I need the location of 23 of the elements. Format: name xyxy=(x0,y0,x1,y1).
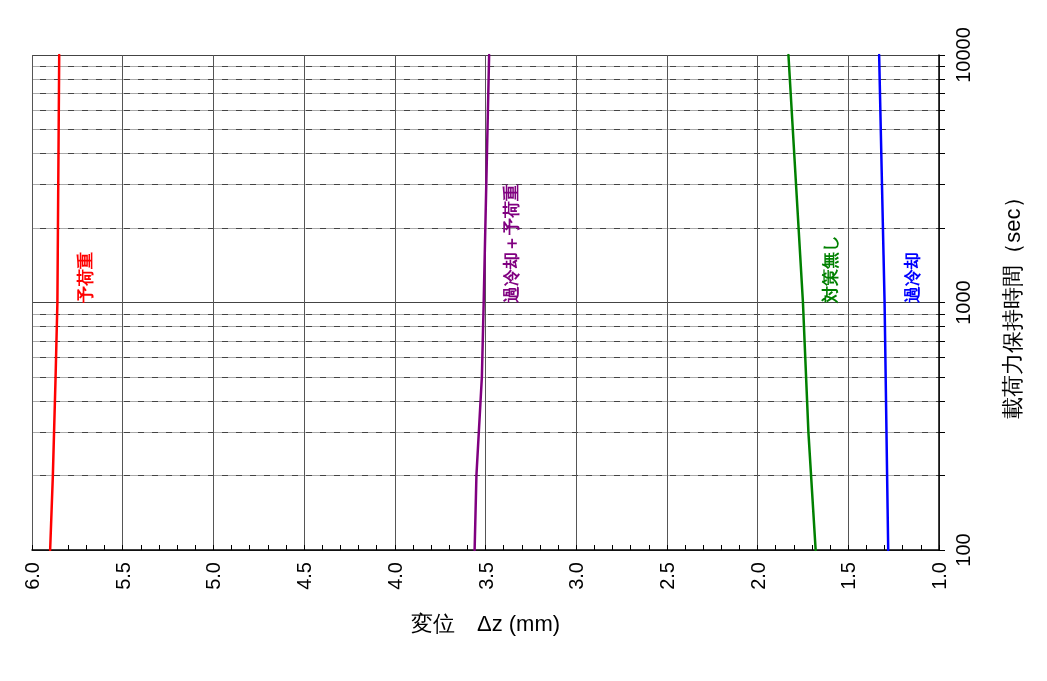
text: 過冷却 xyxy=(903,251,923,304)
x-tick-label: 5.5 xyxy=(111,562,134,590)
line-series xyxy=(48,53,61,552)
y-tick-label: 100 xyxy=(952,533,974,567)
y-axis-title: 載荷力保持時間（sec） xyxy=(999,186,1025,419)
x-tick-label: 1.5 xyxy=(837,562,860,590)
x-tick-label: 2.5 xyxy=(655,562,678,590)
text: 対策無し xyxy=(821,234,841,304)
x-tick-label: 4.0 xyxy=(383,562,406,590)
x-tick-label: 5.0 xyxy=(202,562,225,590)
x-tick-label: 1.0 xyxy=(928,562,950,590)
x-tick-label: 3.0 xyxy=(565,562,588,590)
x-tick-label: 6.0 xyxy=(21,562,43,590)
x-tick-label: 2.0 xyxy=(746,562,769,590)
text: 予荷重 xyxy=(75,251,95,304)
x-axis-title: 変位 Δz (mm) xyxy=(410,610,561,636)
line-series xyxy=(787,53,817,552)
y-tick-label: 1000 xyxy=(952,280,974,325)
line-series xyxy=(473,53,491,552)
y-tick-label: 10000 xyxy=(952,27,974,83)
text: 過冷却＋予荷重 xyxy=(502,183,522,304)
x-tick-label: 4.5 xyxy=(293,562,316,590)
x-tick-label: 3.5 xyxy=(474,562,497,590)
